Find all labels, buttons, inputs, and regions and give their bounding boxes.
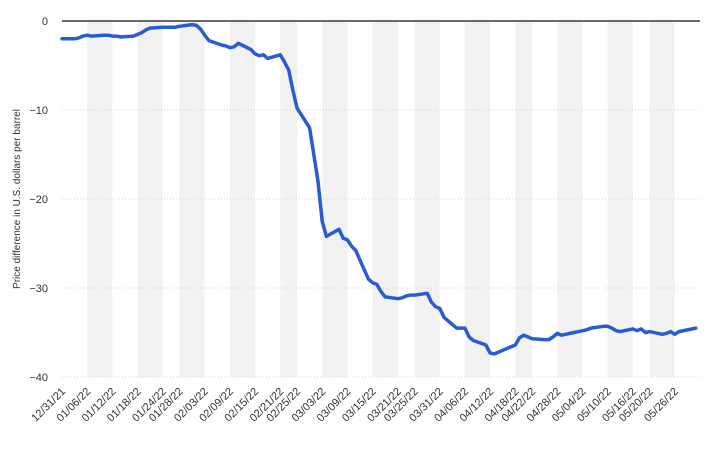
y-axis-title: Price difference in U.S. dollars per bar… [12, 109, 23, 289]
y-tick-label: −30 [29, 283, 48, 295]
y-tick-label: −40 [29, 372, 48, 384]
gridlines [62, 20, 700, 378]
background-band [464, 21, 491, 377]
background-band [87, 21, 113, 377]
background-band [515, 21, 533, 377]
background-band [414, 21, 440, 377]
y-tick-label: 0 [42, 16, 48, 28]
x-axis-tick-labels: 12/31/2101/06/2201/12/2201/18/2201/24/22… [29, 386, 681, 425]
background-band [372, 21, 398, 377]
y-axis-tick-labels: 0 −10 −20 −30 −40 [29, 16, 48, 384]
series-line [60, 22, 698, 356]
y-tick-label: −20 [29, 194, 48, 206]
y-tick-label: −10 [29, 105, 48, 117]
